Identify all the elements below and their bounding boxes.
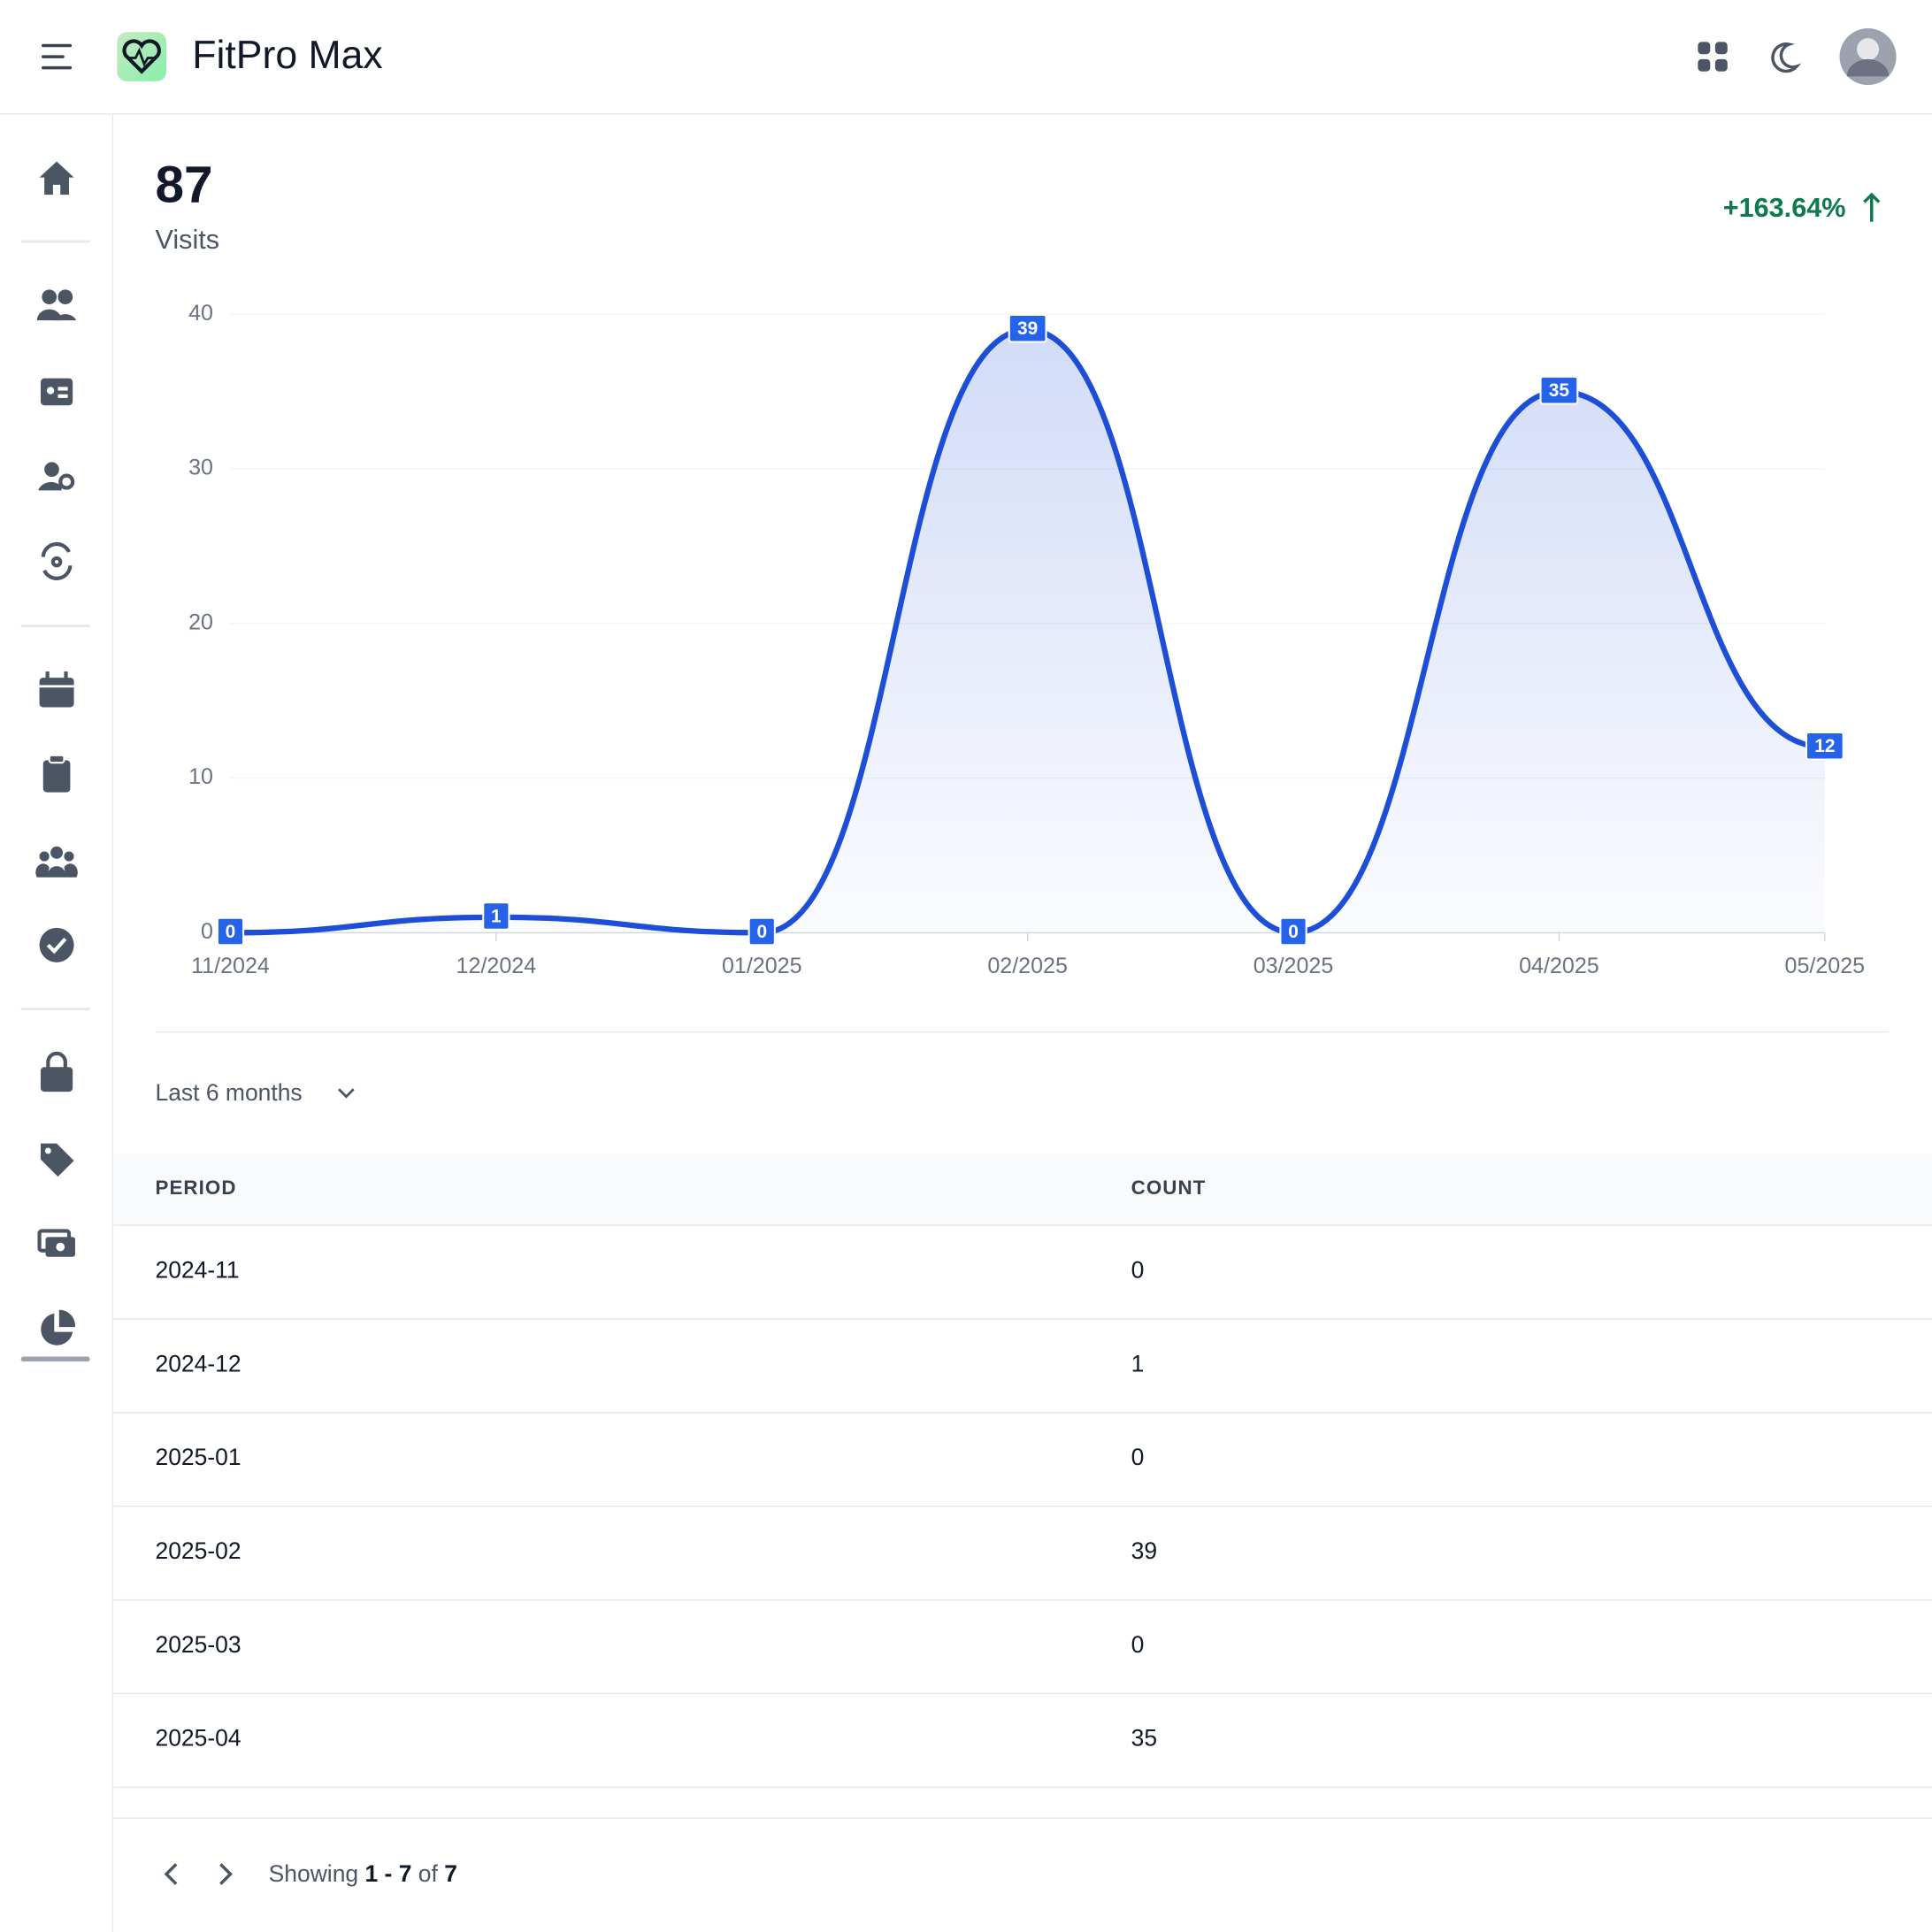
next-page[interactable] [219,1863,233,1885]
filter-chevron[interactable] [338,1088,355,1099]
y-tick-label: 20 [188,610,213,634]
value-label-box [748,916,776,947]
y-tick-label: 10 [188,764,213,789]
count-cell: 1 [1131,1350,1145,1376]
user-avatar[interactable] [1839,28,1897,86]
value-label-box [216,916,245,947]
period-cell: 2024-11 [155,1256,239,1283]
value-label-box [1008,313,1047,343]
stat-label: Visits [155,225,219,255]
nav-shop[interactable] [40,1051,73,1092]
count-cell: 0 [1131,1256,1145,1283]
trend-arrow [1863,192,1881,222]
nav-payments[interactable] [37,1229,75,1257]
nav-members[interactable] [36,289,77,321]
period-cell: 2024-12 [155,1350,241,1376]
data-table: PERIOD COUNT 2024-11 0 2024-12 1 2025-01 0 2025-… [113,1153,1932,1789]
period-cell: 2025-04 [155,1725,241,1752]
value-label-box [1539,375,1579,405]
sidebar [20,114,114,1932]
value-label: 12 [1814,736,1835,756]
pagination-text: Showing 1 - 7 of 7 [269,1860,457,1887]
app-name: FitPro Max [192,34,382,77]
value-label: 1 [491,906,502,926]
x-tick-label: 11/2024 [191,954,270,978]
value-label: 0 [756,922,767,942]
value-label-box [1805,731,1844,761]
stat-change: +163.64% [1723,193,1846,223]
filter-label[interactable]: Last 6 months [155,1079,302,1106]
area [230,329,1825,933]
prev-page[interactable] [164,1863,178,1885]
y-tick-label: 30 [188,456,213,480]
nav-calendar[interactable] [39,671,74,708]
nav-active-indicator [20,1356,90,1362]
nav-tags[interactable] [40,1143,74,1177]
column-header: COUNT [1131,1177,1207,1199]
pagination-range: 1 - 7 [364,1860,411,1887]
nav-cards[interactable] [40,378,73,406]
pagination-total: 7 [444,1860,457,1887]
x-tick-label: 05/2025 [1785,954,1866,978]
period-filter[interactable]: Last 6 months [155,1079,355,1106]
nav-groups[interactable] [35,846,78,878]
count-cell: 39 [1131,1537,1157,1564]
nav-tasks[interactable] [42,754,71,793]
value-label: 0 [226,922,236,942]
x-tick-label: 03/2025 [1254,954,1334,978]
period-cell: 2025-03 [155,1631,241,1658]
y-tick-label: 0 [201,919,213,944]
nav-reports[interactable] [41,1309,76,1346]
stat-value: 87 [155,157,212,214]
menu-button[interactable] [42,43,73,70]
period-cell: 2025-02 [155,1537,241,1564]
pagination-prefix: Showing [269,1860,358,1887]
count-cell: 0 [1131,1631,1145,1658]
apps-button[interactable] [1698,42,1728,72]
pagination-of: of [418,1860,439,1887]
value-label: 39 [1017,318,1038,339]
value-label-box [1279,916,1307,947]
count-cell: 35 [1131,1725,1157,1752]
value-label-box [482,901,510,931]
column-header: PERIOD [155,1177,236,1199]
count-cell: 0 [1131,1444,1145,1470]
x-tick-label: 02/2025 [987,954,1068,978]
app-logo[interactable] [117,32,167,81]
x-tick-label: 12/2024 [456,954,537,978]
nav-home[interactable] [39,161,74,196]
y-tick-label: 40 [188,301,213,326]
period-cell: 2025-01 [155,1444,241,1470]
value-label: 35 [1549,380,1570,401]
nav-staff[interactable] [38,462,75,491]
nav-renewals[interactable] [41,541,73,580]
x-tick-label: 01/2025 [722,954,802,978]
theme-toggle[interactable] [1771,42,1802,73]
nav-check[interactable] [39,927,74,962]
table-header-bg [113,1153,1932,1225]
top-bar: FitPro Max [0,28,1932,115]
x-tick-label: 04/2025 [1519,954,1599,978]
value-label: 0 [1288,922,1299,942]
pagination: Showing 1 - 7 of 7 [164,1860,457,1887]
